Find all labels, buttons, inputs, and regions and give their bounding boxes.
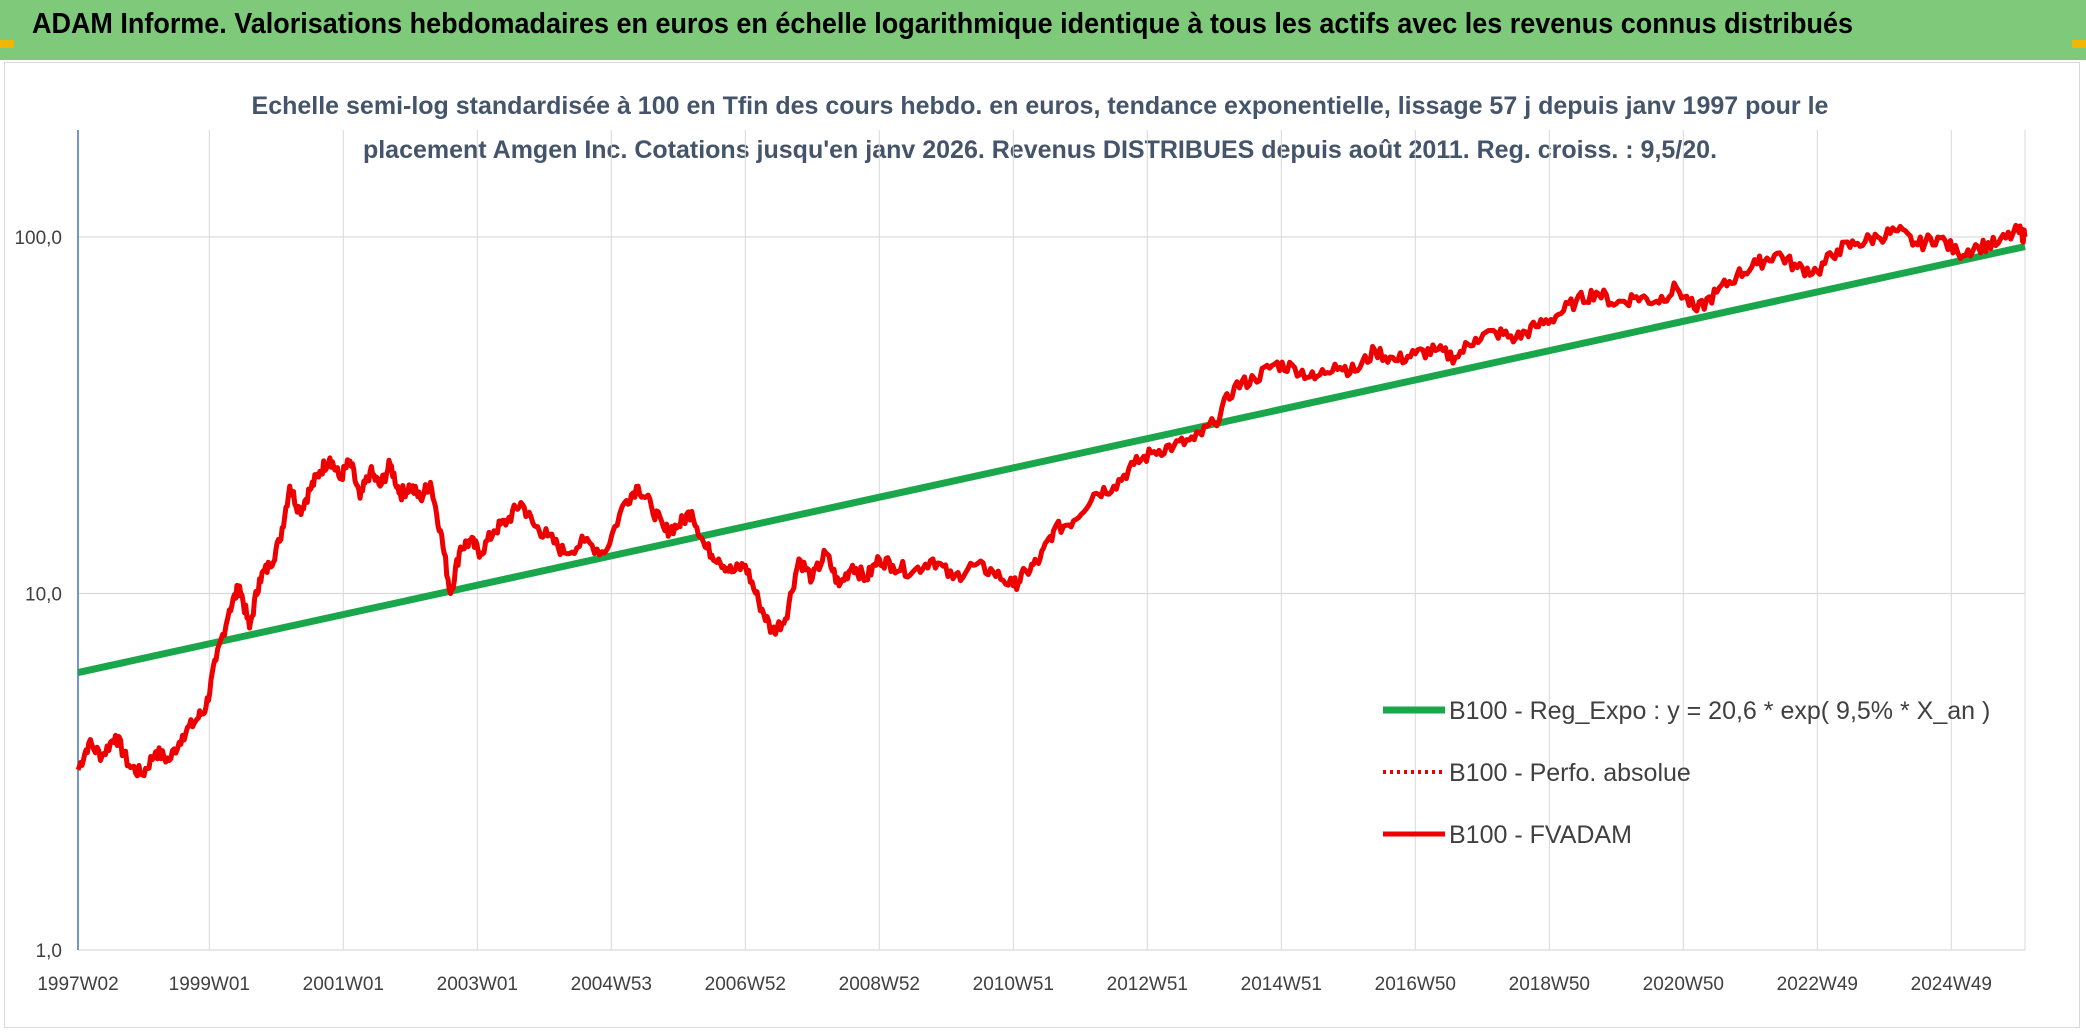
y-tick-label: 10,0: [25, 584, 62, 605]
x-tick-label: 2001W01: [303, 974, 384, 995]
header-bar: ADAM Informe. Valorisations hebdomadaire…: [0, 0, 2086, 60]
legend-entry-label: B100 - Perfo. absolue: [1449, 759, 1691, 787]
y-tick-label: 1,0: [36, 941, 62, 962]
x-tick-label: 2010W51: [973, 974, 1054, 995]
x-tick-label: 1997W02: [37, 974, 118, 995]
legend-entry-label: B100 - FVADAM: [1449, 821, 1632, 849]
x-tick-label: 2006W52: [705, 974, 786, 995]
x-tick-label: 2014W51: [1241, 974, 1322, 995]
chart-title-line2: placement Amgen Inc. Cotations jusqu'en …: [363, 136, 1717, 164]
axis-layer: 1,0 10,0 100,0 1997W02 1999W01 2001W01 2003W01…: [14, 130, 1992, 995]
legend: B100 - Reg_Expo : y = 20,6 * exp( 9,5% *…: [1383, 697, 1990, 849]
x-tick-label: 1999W01: [169, 974, 250, 995]
x-tick-label: 2016W50: [1375, 974, 1456, 995]
corner-marker-right: [2072, 40, 2086, 48]
corner-marker-left: [0, 40, 14, 48]
legend-entry-label: B100 - Reg_Expo : y = 20,6 * exp( 9,5% *…: [1449, 697, 1990, 725]
x-tick-label: 2004W53: [571, 974, 652, 995]
series-line-reg-expo: [77, 243, 2026, 676]
y-tick-label: 100,0: [14, 228, 62, 249]
series-layer: [75, 222, 2028, 779]
x-tick-label: 2024W49: [1911, 974, 1992, 995]
x-tick-label: 2003W01: [437, 974, 518, 995]
x-tick-label: 2020W50: [1643, 974, 1724, 995]
x-tick-label: 2018W50: [1509, 974, 1590, 995]
chart-title-line1: Echelle semi-log standardisée à 100 en T…: [252, 92, 1829, 120]
x-tick-label: 2022W49: [1777, 974, 1858, 995]
series-line-fvadam: [75, 222, 2028, 779]
x-tick-label: 2012W51: [1107, 974, 1188, 995]
report-title: ADAM Informe. Valorisations hebdomadaire…: [32, 8, 1853, 40]
x-tick-label: 2008W52: [839, 974, 920, 995]
